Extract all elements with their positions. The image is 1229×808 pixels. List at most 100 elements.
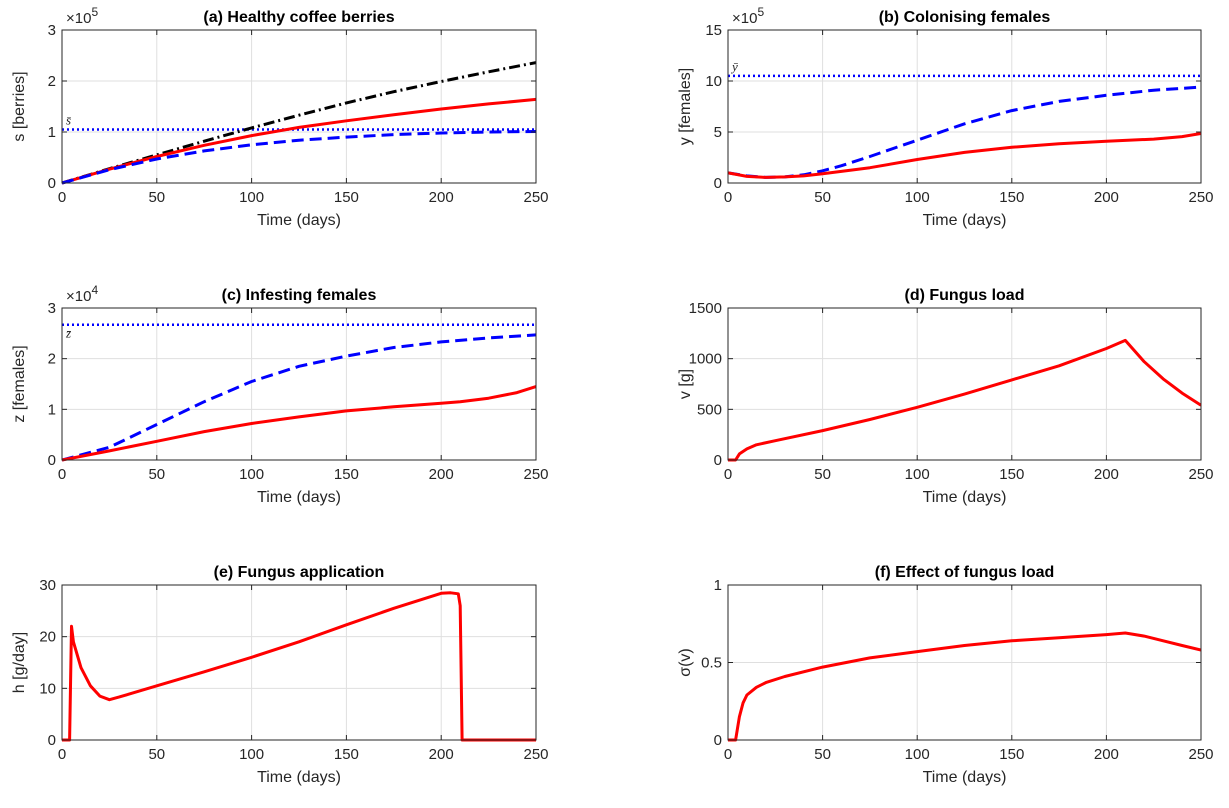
x-tick-label: 50 bbox=[148, 746, 165, 763]
y-tick-label: 500 bbox=[697, 401, 722, 418]
x-tick-label: 50 bbox=[148, 466, 165, 483]
y-tick-label: 3 bbox=[48, 300, 56, 317]
reference-label: ȳ bbox=[730, 59, 738, 74]
y-tick-label: 5 bbox=[714, 124, 722, 141]
x-tick-label: 50 bbox=[814, 746, 831, 763]
x-tick-label: 100 bbox=[239, 746, 264, 763]
plot-area bbox=[728, 308, 1201, 460]
x-tick-label: 200 bbox=[429, 746, 454, 763]
y-tick-label: 0 bbox=[48, 732, 56, 749]
axes-box bbox=[61, 584, 537, 741]
panel-title: (d) Fungus load bbox=[905, 287, 1025, 304]
y-axis-label: h [g/day] bbox=[11, 632, 28, 693]
y-exponent: ×105 bbox=[732, 5, 764, 27]
axes-box bbox=[727, 29, 1202, 184]
x-tick-label: 50 bbox=[814, 189, 831, 206]
series-line-0 bbox=[62, 591, 536, 742]
y-tick-label: 2 bbox=[48, 73, 56, 90]
series-line-0 bbox=[728, 631, 1201, 742]
axes-box bbox=[61, 307, 537, 461]
x-axis-label: Time (days) bbox=[257, 769, 341, 786]
x-axis-label: Time (days) bbox=[923, 769, 1007, 786]
panel-title: (a) Healthy coffee berries bbox=[203, 9, 394, 26]
y-axis-label: y [females] bbox=[677, 68, 694, 145]
plot-area bbox=[728, 30, 1201, 183]
plot-area bbox=[62, 585, 536, 740]
y-tick-label: 10 bbox=[39, 680, 56, 697]
panel-f: 0 50 100 150 200 250 0 0.5 1 (f) Effect of fungus… bbox=[677, 564, 1214, 786]
reference-label: s̄ bbox=[66, 112, 72, 127]
y-tick-label: 20 bbox=[39, 629, 56, 646]
y-tick-label: 3 bbox=[48, 22, 56, 39]
panel-a: s̄ 0 50 100 150 200 250 0 1 2 3 ×105 (a) Healthy cof… bbox=[11, 5, 549, 229]
x-tick-label: 250 bbox=[1188, 189, 1213, 206]
plot-area bbox=[62, 308, 536, 460]
panel-b: ȳ 0 50 100 150 200 250 0 5 10 15 ×105 (b) Colonising… bbox=[677, 5, 1214, 229]
x-tick-label: 50 bbox=[148, 189, 165, 206]
x-tick-label: 250 bbox=[1188, 466, 1213, 483]
x-tick-label: 200 bbox=[429, 189, 454, 206]
x-tick-label: 150 bbox=[999, 466, 1024, 483]
series-line-1 bbox=[62, 385, 536, 462]
x-tick-label: 100 bbox=[905, 746, 930, 763]
x-axis-label: Time (days) bbox=[923, 489, 1007, 506]
x-tick-label: 250 bbox=[523, 466, 548, 483]
y-tick-label: 0 bbox=[714, 452, 722, 469]
y-tick-label: 0.5 bbox=[701, 655, 722, 672]
x-tick-label: 200 bbox=[1094, 189, 1119, 206]
y-axis-label: v [g] bbox=[677, 369, 694, 399]
x-tick-label: 150 bbox=[999, 189, 1024, 206]
series-line-2 bbox=[62, 130, 536, 185]
axes-box bbox=[61, 29, 537, 184]
x-tick-label: 100 bbox=[239, 466, 264, 483]
y-exponent-value: 5 bbox=[757, 5, 764, 19]
y-axis-label: σ(v) bbox=[677, 648, 694, 677]
panel-e: 0 50 100 150 200 250 0 10 20 30 (e) Fungus applica… bbox=[11, 564, 549, 786]
series-line-0 bbox=[62, 61, 536, 185]
x-axis-label: Time (days) bbox=[257, 212, 341, 229]
y-tick-label: 2 bbox=[48, 351, 56, 368]
series-line-0 bbox=[62, 333, 536, 462]
panel-title: (f) Effect of fungus load bbox=[875, 564, 1055, 581]
y-tick-label: 1 bbox=[48, 401, 56, 418]
y-tick-label: 0 bbox=[48, 175, 56, 192]
x-tick-label: 0 bbox=[724, 466, 732, 483]
y-tick-label: 1 bbox=[714, 577, 722, 594]
panel-title: (c) Infesting females bbox=[222, 287, 377, 304]
panel-c: z̄ 0 50 100 150 200 250 0 1 2 3 ×104 (c) Infesting f… bbox=[11, 283, 549, 506]
x-tick-label: 0 bbox=[724, 189, 732, 206]
x-tick-label: 150 bbox=[334, 466, 359, 483]
y-exponent: ×105 bbox=[66, 5, 98, 27]
y-tick-label: 0 bbox=[714, 175, 722, 192]
y-exponent: ×104 bbox=[66, 283, 98, 305]
series-line-1 bbox=[728, 132, 1201, 179]
y-tick-label: 30 bbox=[39, 577, 56, 594]
y-exponent-value: 4 bbox=[91, 283, 98, 297]
x-tick-label: 50 bbox=[814, 466, 831, 483]
x-tick-label: 250 bbox=[523, 189, 548, 206]
y-tick-label: 0 bbox=[48, 452, 56, 469]
x-tick-label: 150 bbox=[334, 189, 359, 206]
x-tick-label: 200 bbox=[429, 466, 454, 483]
y-tick-label: 1000 bbox=[689, 351, 722, 368]
y-tick-label: 0 bbox=[714, 732, 722, 749]
x-tick-label: 250 bbox=[1188, 746, 1213, 763]
panel-d: 0 50 100 150 200 250 0 500 1000 1500 (d) Fungus lo… bbox=[677, 287, 1214, 506]
y-exponent-value: 5 bbox=[91, 5, 98, 19]
panel-title: (e) Fungus application bbox=[214, 564, 385, 581]
x-tick-label: 0 bbox=[58, 746, 66, 763]
x-tick-label: 200 bbox=[1094, 746, 1119, 763]
x-axis-label: Time (days) bbox=[257, 489, 341, 506]
x-tick-label: 0 bbox=[724, 746, 732, 763]
panel-title: (b) Colonising females bbox=[879, 9, 1051, 26]
y-tick-label: 15 bbox=[705, 22, 722, 39]
x-tick-label: 250 bbox=[523, 746, 548, 763]
x-tick-label: 100 bbox=[239, 189, 264, 206]
y-tick-label: 10 bbox=[705, 73, 722, 90]
reference-label: z̄ bbox=[65, 326, 72, 341]
x-tick-label: 0 bbox=[58, 466, 66, 483]
x-tick-label: 150 bbox=[999, 746, 1024, 763]
x-tick-label: 200 bbox=[1094, 466, 1119, 483]
